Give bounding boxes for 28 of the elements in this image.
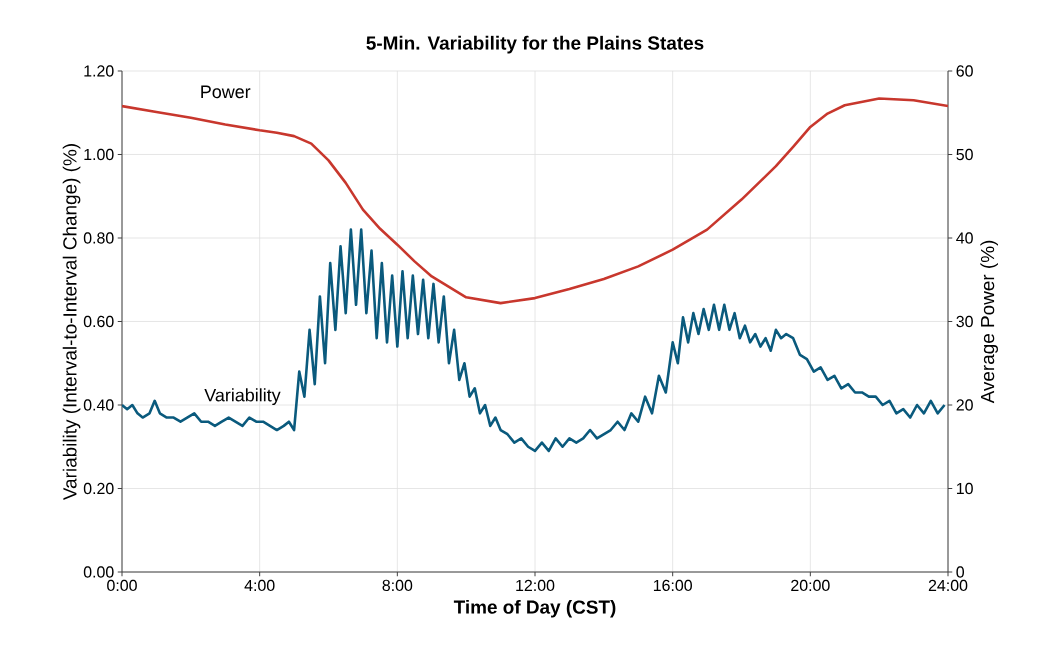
series-label: Power bbox=[201, 85, 251, 99]
y-tick-label: 1.00 bbox=[84, 148, 114, 161]
x-tick-label: 0:00 bbox=[107, 579, 137, 592]
y2-tick-label: 50 bbox=[956, 148, 973, 161]
x-tick-label: 8:00 bbox=[382, 579, 413, 592]
x-tick-label: 20:00 bbox=[791, 579, 830, 592]
y-tick-label: 0.80 bbox=[83, 232, 114, 244]
x-axis-title: Time of Day (CST) bbox=[453, 599, 616, 618]
y2-tick-label: 0 bbox=[956, 566, 965, 578]
y2-tick-label: 60 bbox=[956, 65, 973, 77]
series-label: Variability bbox=[204, 388, 281, 405]
y2-tick-label: 10 bbox=[957, 482, 973, 495]
y-tick-label: 1.20 bbox=[84, 65, 114, 77]
y-tick-label: 0.20 bbox=[83, 482, 114, 495]
y2-tick-label: 40 bbox=[956, 232, 973, 244]
y-tick-label: 0.60 bbox=[83, 315, 114, 328]
chart-title: 5-Min. Variability for the Plains States bbox=[366, 35, 704, 54]
y2-tick-label: 30 bbox=[956, 315, 973, 328]
x-tick-label: 16:00 bbox=[653, 579, 692, 592]
y-tick-label: 0.00 bbox=[83, 566, 114, 578]
x-tick-label: 24:00 bbox=[928, 579, 968, 592]
y2-tick-label: 20 bbox=[956, 399, 973, 411]
line-series bbox=[122, 97, 949, 305]
y-tick-label: 0.40 bbox=[83, 399, 114, 411]
x-tick-label: 12:00 bbox=[516, 579, 555, 592]
x-tick-label: 4:00 bbox=[244, 579, 275, 592]
y-axis-title: Variability (Interval-to-Interval Change) (%) bbox=[62, 144, 81, 501]
y2-axis-title: Average Power (%) bbox=[980, 240, 998, 404]
